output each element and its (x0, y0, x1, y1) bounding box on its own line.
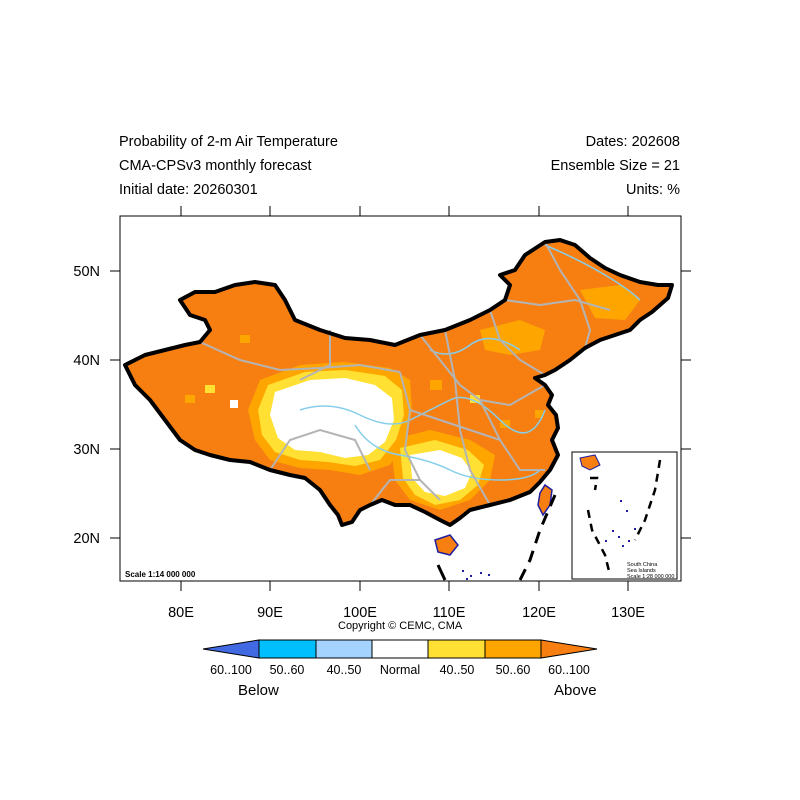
legend-label-normal: Normal (379, 663, 421, 677)
y-tick-50n: 50N (73, 264, 100, 280)
inset-scale: Scale 1:28 000 000 (627, 574, 674, 580)
legend-label-above-60-100: 60..100 (548, 663, 590, 677)
x-tick-100e: 100E (343, 605, 377, 621)
copyright: Copyright © CEMC, CMA (338, 620, 463, 632)
colorbar-below-50-60 (258, 639, 317, 659)
legend-label-above-50-60: 50..60 (495, 663, 531, 677)
x-tick-130e: 130E (611, 605, 645, 621)
legend-above-label: Above (554, 682, 597, 699)
legend-label-above-40-50: 40..50 (439, 663, 475, 677)
colorbar (202, 639, 598, 659)
colorbar-above-50-60 (484, 639, 542, 659)
title-line-3: Initial date: 20260301 (119, 182, 258, 198)
title-line-1: Probability of 2-m Air Temperature (119, 134, 338, 150)
x-tick-90e: 90E (257, 605, 283, 621)
inset-title-line2: Sea Islands (627, 568, 656, 574)
y-tick-20n: 20N (73, 531, 100, 547)
x-tick-120e: 120E (522, 605, 556, 621)
colorbar-below-60-100 (202, 639, 260, 659)
units-label: Units: % (626, 182, 680, 198)
legend-label-below-50-60: 50..60 (269, 663, 305, 677)
scale-label: Scale 1:14 000 000 (125, 570, 196, 579)
x-tick-80e: 80E (168, 605, 194, 621)
legend-below-label: Below (238, 682, 279, 699)
dates-label: Dates: 202608 (585, 134, 680, 150)
x-tick-110e: 110E (433, 605, 466, 621)
title-line-2: CMA-CPSv3 monthly forecast (119, 158, 312, 174)
south-china-sea-inset: South China Sea Islands Scale 1:28 000 0… (571, 451, 678, 580)
axis-ticks (110, 206, 691, 591)
inset-title-line1: South China (627, 562, 658, 568)
colorbar-normal (371, 639, 429, 659)
y-tick-30n: 30N (73, 442, 100, 458)
legend-label-below-40-50: 40..50 (326, 663, 362, 677)
plot-frame (119, 215, 682, 582)
colorbar-below-40-50 (315, 639, 373, 659)
ensemble-size-label: Ensemble Size = 21 (550, 158, 680, 174)
colorbar-above-60-100 (540, 639, 598, 659)
legend-label-below-60-100: 60..100 (210, 663, 252, 677)
y-tick-40n: 40N (73, 353, 100, 369)
colorbar-above-40-50 (427, 639, 486, 659)
